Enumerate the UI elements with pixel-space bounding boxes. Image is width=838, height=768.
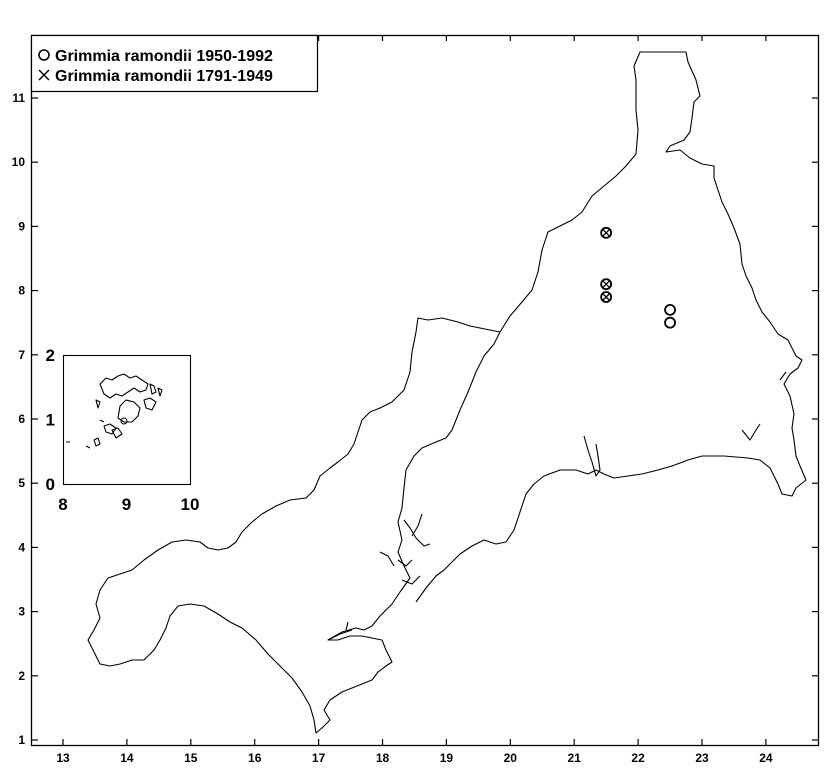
legend-cross-icon [38,69,50,81]
marker-circle [600,278,613,291]
y-tick-label: 10 [12,155,26,169]
x-tick-label: 22 [631,751,645,765]
y-tick-label: 9 [18,219,25,233]
x-axis: 13 14 15 16 17 18 19 20 21 22 23 24 [56,35,773,765]
x-tick-label: 16 [248,751,262,765]
inset-axes: 8 9 10 0 1 2 [46,346,200,514]
x-tick-label: 14 [120,751,134,765]
inset-y-tick-label: 2 [46,346,55,365]
estuary-helford [327,621,353,641]
y-tick-label: 3 [18,605,25,619]
x-tick-label: 24 [759,751,773,765]
legend-box [30,34,319,93]
legend-circle-icon [38,49,50,61]
x-tick-label: 17 [312,751,326,765]
county-coastline-north [415,51,807,603]
legend-label-recent: Grimmia ramondii 1950-1992 [55,48,273,65]
inset-x-tick-label: 10 [181,495,200,514]
marker-cross [602,280,611,289]
y-tick-label: 11 [12,91,25,105]
y-tick-label: 7 [18,348,25,362]
inset-marker [120,417,128,425]
legend: Grimmia ramondii 1950-1992 Grimmia ramon… [30,34,319,93]
marker-circle [600,226,613,239]
inset-x-tick-label: 9 [122,495,131,514]
x-tick-label: 20 [504,751,518,765]
x-tick-label: 18 [376,751,390,765]
y-tick-label: 1 [18,733,25,747]
scilly-inset: 8 9 10 0 1 2 [46,346,200,514]
y-tick-label: 6 [18,412,25,426]
estuary-fal [379,513,431,585]
inset-islands [66,373,163,449]
y-tick-label: 5 [18,476,25,490]
estuary-tamar [583,371,787,477]
inset-y-tick-label: 1 [46,411,55,430]
marker-cross [602,228,611,237]
x-tick-label: 21 [568,751,582,765]
y-tick-label: 8 [18,284,25,298]
inset-y-tick-label: 0 [46,475,55,494]
x-tick-label: 23 [695,751,709,765]
x-tick-label: 19 [440,751,454,765]
x-tick-label: 13 [56,751,70,765]
legend-label-historic: Grimmia ramondii 1791-1949 [55,68,273,85]
marker-cross [602,293,611,301]
plot-frame [30,34,820,747]
inset-frame [62,354,192,486]
record-markers [600,226,676,329]
county-coastline [87,317,501,734]
marker-circle [664,303,676,316]
x-tick-label: 15 [184,751,198,765]
y-tick-label: 2 [18,669,25,683]
marker-circle [664,316,676,329]
marker-circle [600,291,613,303]
inset-x-tick-label: 8 [58,495,67,514]
y-tick-label: 4 [18,540,25,554]
